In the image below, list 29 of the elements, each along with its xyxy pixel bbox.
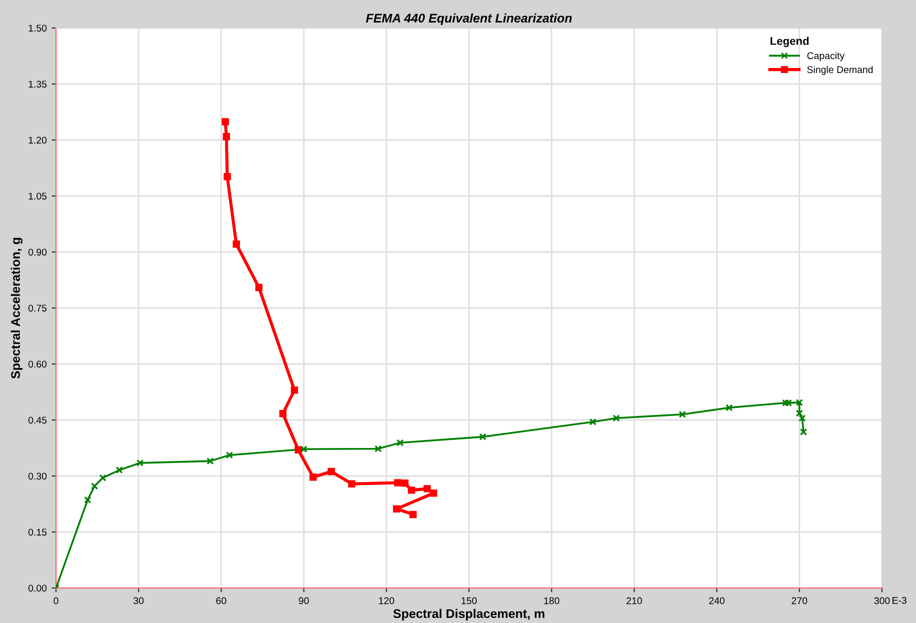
x-tick-label: 120 [379,597,394,604]
x-tick-label: 240 [709,597,725,604]
y-axis-title: Spectral Acceleration, g [10,238,22,379]
y-tick-label: 1.35 [28,80,47,88]
x-axis-title: Spectral Displacement, m [393,608,544,621]
x-tick-label: 60 [216,597,226,604]
y-tick-label: 0.75 [28,304,47,312]
x-tick-label: 210 [626,597,642,604]
x-tick-label: 30 [134,597,144,604]
x-tick-label: 180 [544,597,560,604]
x-tick-label: 300 [874,597,890,604]
y-tick-label: 0.30 [28,472,47,480]
y-tick-label: 0.15 [28,528,47,536]
y-tick-label: 0.00 [28,584,47,592]
chart-title: FEMA 440 Equivalent Linearization [366,13,572,26]
x-tick-label: 90 [298,597,309,604]
legend-label: Single Demand [807,66,873,76]
y-tick-label: 0.60 [28,360,47,368]
y-tick-label: 0.45 [28,416,47,424]
legend-title: Legend [770,36,809,48]
y-tick-label: 1.50 [28,24,47,32]
y-tick-label: 1.20 [28,136,47,144]
x-tick-label: 0 [54,597,58,604]
legend-label: Capacity [807,52,845,62]
x-tick-label: 150 [462,597,477,604]
y-tick-label: 1.05 [28,192,47,200]
y-tick-label: 0.90 [28,248,47,256]
x-tick-label: 270 [792,597,808,604]
text: E-3 [892,596,906,604]
